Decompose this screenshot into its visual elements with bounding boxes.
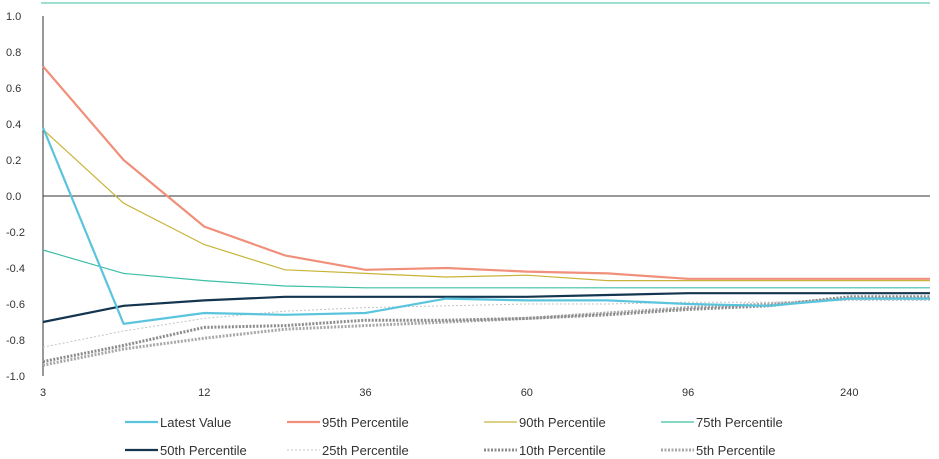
legend-label: 5th Percentile	[696, 443, 776, 458]
legend-label: 10th Percentile	[519, 443, 606, 458]
y-tick-label: -0.4	[6, 263, 25, 275]
x-tick-label: 240	[840, 387, 858, 399]
x-tick-label: 3	[40, 387, 46, 399]
legend-label: 50th Percentile	[160, 443, 247, 458]
y-tick-label: 0.6	[6, 83, 21, 95]
y-tick-label: 0.4	[6, 119, 21, 131]
y-tick-label: -1.0	[6, 371, 25, 383]
legend-label: 95th Percentile	[322, 415, 409, 430]
y-tick-label: 0.8	[6, 47, 21, 59]
legend-label: 25th Percentile	[322, 443, 409, 458]
x-tick-label: 12	[198, 387, 210, 399]
x-tick-label: 36	[359, 387, 371, 399]
y-tick-label: 0.0	[6, 191, 21, 203]
series-line-latest-value	[41, 127, 930, 325]
series-layer	[41, 65, 930, 367]
y-tick-label: 0.2	[6, 155, 21, 167]
legend-label: 75th Percentile	[696, 415, 783, 430]
y-axis: 1.0 0.8 0.6 0.4 0.2 0.0 -0.2 -0.4 -0.6 -0.8 -1.0	[6, 11, 930, 383]
series-line-90th-percentile	[42, 128, 930, 282]
y-tick-label: 1.0	[6, 11, 21, 23]
legend-label: 90th Percentile	[519, 415, 606, 430]
legend: Latest Value 95th Percentile 90th Percenti…	[125, 415, 783, 458]
series-line-50th-percentile	[42, 292, 930, 324]
y-tick-label: -0.2	[6, 227, 25, 239]
series-line-95th-percentile	[42, 65, 930, 280]
legend-label: Latest Value	[160, 415, 231, 430]
series-line-5th-percentile	[42, 297, 930, 367]
y-tick-label: -0.8	[6, 335, 25, 347]
series-line-10th-percentile	[42, 295, 930, 364]
x-tick-label: 96	[682, 387, 694, 399]
series-line-25th-percentile	[42, 299, 930, 348]
x-axis: 3 12 36 60 96 240	[40, 387, 859, 399]
x-tick-label: 60	[521, 387, 533, 399]
y-tick-label: -0.6	[6, 299, 25, 311]
series-line-75th-percentile	[42, 249, 930, 289]
